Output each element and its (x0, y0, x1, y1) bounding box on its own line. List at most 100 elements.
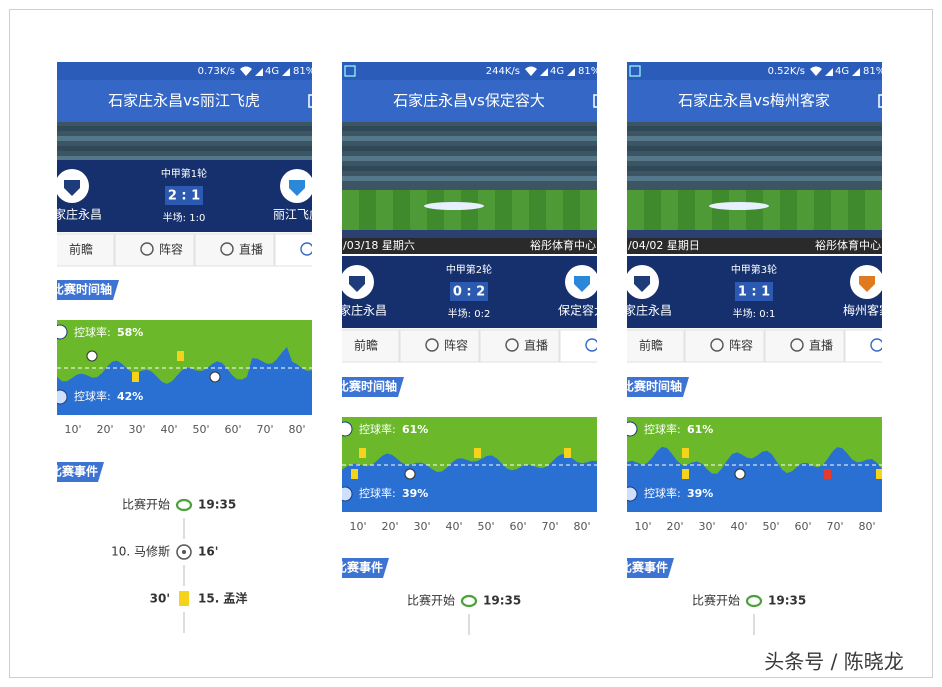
score: 0 : 2 (453, 285, 485, 300)
home-team-name: 石家庄永昌 (612, 303, 672, 318)
tab[interactable]: 直播 (194, 233, 275, 267)
tab-button[interactable] (194, 233, 275, 267)
minute-label: 70' (256, 423, 273, 436)
goal-marker (209, 371, 221, 383)
away-possession: 39% (402, 487, 428, 500)
section-tag (342, 558, 389, 578)
tab-button[interactable] (114, 233, 195, 267)
tab[interactable]: 前瞻 (21, 233, 115, 267)
tab-label[interactable]: 前瞻 (69, 242, 93, 257)
tab-label[interactable]: 前瞻 (354, 338, 378, 353)
tab-label[interactable]: 直播 (809, 339, 833, 353)
tab[interactable]: 直播 (764, 329, 845, 363)
signal-icon (255, 68, 263, 76)
pitch-stripe (342, 190, 359, 238)
tab-label[interactable]: 阵容 (444, 338, 468, 353)
home-possession: 61% (687, 423, 713, 436)
home-team-crest (634, 276, 650, 292)
tab[interactable]: 前瞻 (591, 329, 685, 363)
tab-button[interactable] (605, 329, 685, 363)
possession-label: 控球率: (644, 422, 681, 436)
battery: 81% (863, 66, 885, 77)
tab[interactable]: 直播 (479, 329, 560, 363)
home-mini-logo (57, 324, 68, 340)
ad-board (342, 230, 597, 238)
possession-label: 控球率: (74, 389, 111, 403)
event-right: 19:35 (483, 594, 521, 608)
tab-label[interactable]: 阵容 (159, 242, 183, 257)
home-possession: 61% (402, 423, 428, 436)
halftime-score: 半场: 0:1 (733, 307, 776, 320)
tab-button[interactable] (684, 329, 765, 363)
ad-board (627, 230, 882, 238)
wifi-icon (810, 66, 822, 76)
network-speed: 0.73K/s (198, 66, 235, 77)
goal-marker (734, 468, 746, 480)
tab-label[interactable]: 前瞻 (639, 338, 663, 353)
round: 中甲第2轮 (446, 263, 492, 276)
tab-button[interactable] (320, 329, 400, 363)
app-header (57, 80, 312, 122)
away-possession-area (57, 347, 312, 415)
tab-label[interactable]: 直播 (524, 339, 548, 353)
network-speed: 0.52K/s (768, 66, 805, 77)
stadium-stand-row (342, 176, 597, 181)
app-icon (344, 65, 356, 77)
pitch-stripe (831, 190, 848, 238)
tab-button[interactable] (844, 329, 924, 363)
tab[interactable]: 阵容 (114, 233, 195, 267)
yellow-card-marker (682, 469, 689, 479)
tab-icon (710, 338, 724, 352)
app-header (627, 80, 882, 122)
wifi-icon (240, 66, 252, 76)
minute-label: 20' (666, 520, 683, 533)
tab[interactable]: 赛事 (844, 329, 924, 363)
minute-label: 40' (445, 520, 462, 533)
score-box (735, 282, 773, 301)
away-possession-area (627, 446, 882, 512)
tab-icon (870, 338, 882, 352)
section-tag (342, 377, 404, 397)
tab-button[interactable] (399, 329, 480, 363)
tab-button[interactable] (35, 233, 115, 267)
whistle-icon (460, 594, 478, 608)
tab-button[interactable] (479, 329, 560, 363)
phone-screen: 0.52K/s 4G 81% 石家庄永昌vs梅州客家/04/02 星期日 裕彤体育中心石… (591, 62, 924, 635)
tab-button[interactable] (274, 233, 354, 267)
tab-label[interactable]: 直播 (239, 243, 263, 257)
possession-label: 控球率: (74, 325, 111, 339)
tab[interactable]: 阵容 (684, 329, 765, 363)
event-right: 15. 孟洋 (198, 591, 247, 606)
status-bar (342, 62, 597, 80)
event-left: 比赛开始 (407, 593, 455, 608)
tab-label[interactable]: 阵容 (729, 338, 753, 353)
pitch-stripe (410, 190, 427, 238)
tab[interactable]: 赛事 (274, 233, 354, 267)
tab-icon (140, 242, 154, 256)
home-team-crest (349, 276, 365, 292)
possession-label: 控球率: (644, 486, 681, 500)
score: 1 : 1 (738, 285, 770, 300)
tab[interactable]: 赛事 (559, 329, 639, 363)
pitch-stripe (376, 190, 393, 238)
pitch-stripe (865, 190, 882, 238)
tab-button[interactable] (559, 329, 639, 363)
away-possession: 42% (117, 390, 143, 403)
network-type: 4G (550, 66, 564, 77)
stadium-stand-row (627, 136, 882, 141)
minute-label: 40' (160, 423, 177, 436)
tab-icon (220, 242, 234, 256)
halftime-score: 半场: 1:0 (163, 211, 206, 224)
tab[interactable]: 阵容 (399, 329, 480, 363)
pitch-stripe (763, 190, 780, 238)
away-mini-logo (57, 389, 68, 405)
tab-button[interactable] (764, 329, 845, 363)
phone-screen: 244K/s 4G 81% 石家庄永昌vs保定容大/03/18 星期六 裕彤体育中心石家… (306, 62, 639, 635)
header-icon (878, 94, 882, 108)
away-possession-area (342, 453, 597, 512)
minute-label: 50' (477, 520, 494, 533)
home-possession: 58% (117, 326, 143, 339)
tab[interactable]: 前瞻 (306, 329, 400, 363)
stadium-name: 裕彤体育中心 (815, 238, 881, 252)
